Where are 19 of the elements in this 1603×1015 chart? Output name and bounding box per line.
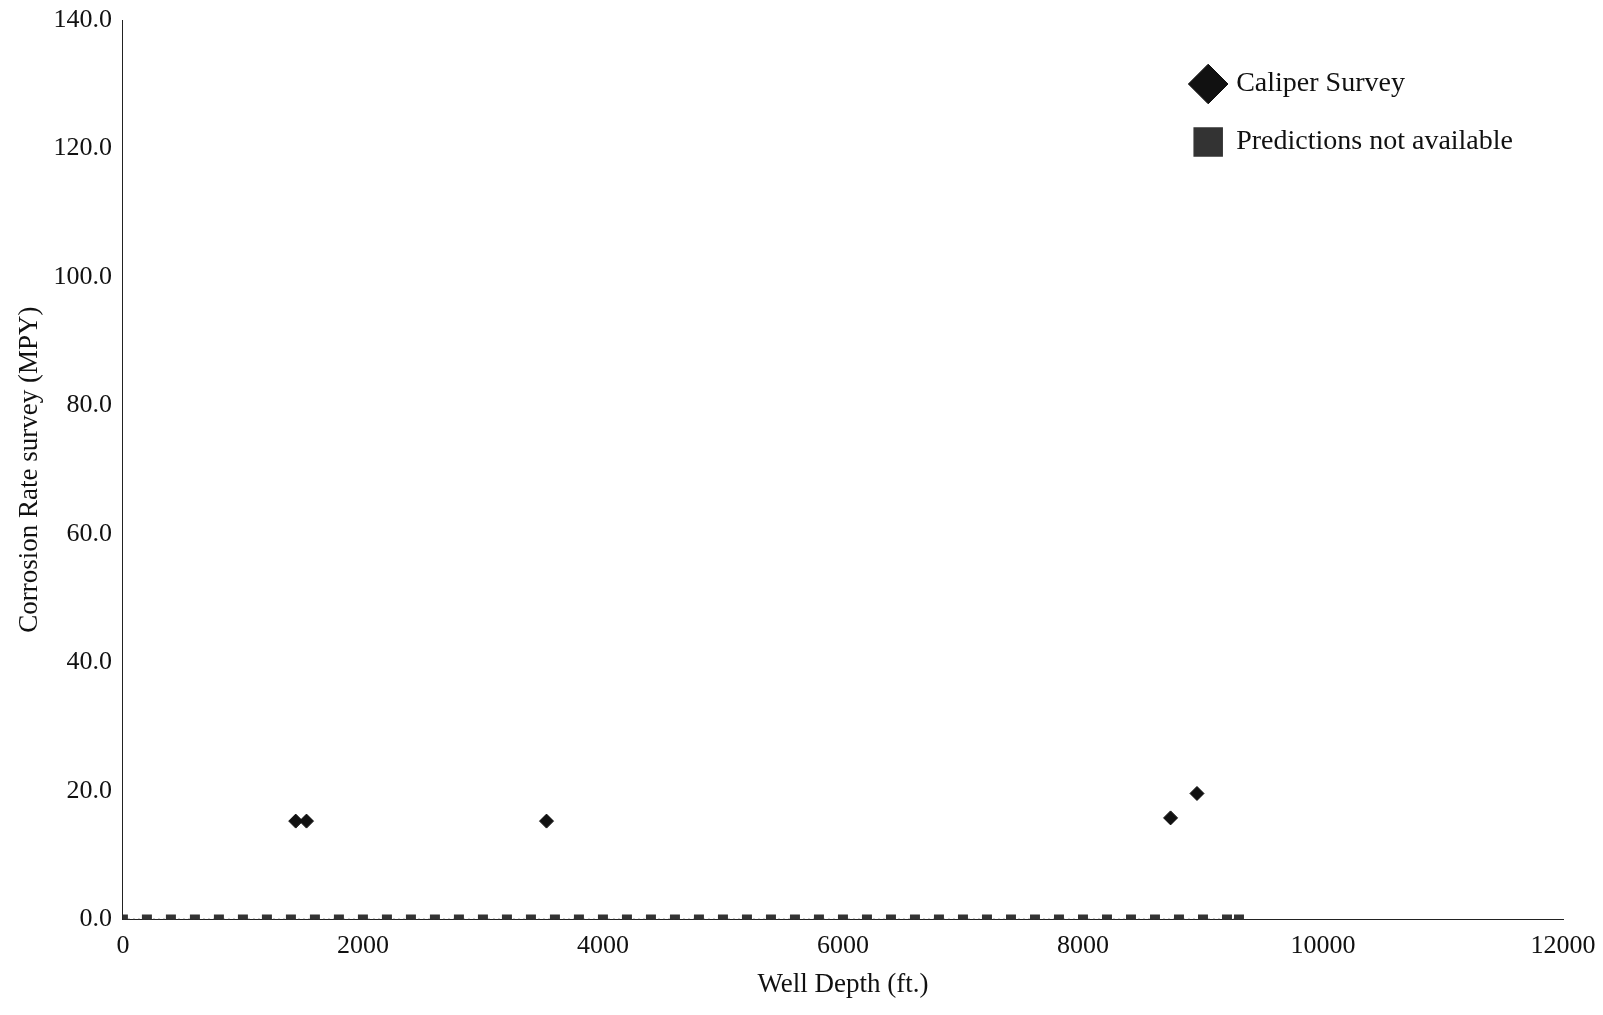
y-tick-label: 80.0 xyxy=(66,389,112,419)
y-tick-label: 0.0 xyxy=(79,903,112,933)
y-tick-label: 100.0 xyxy=(53,260,112,290)
x-axis-title: Well Depth (ft.) xyxy=(757,967,929,998)
x-tick-label: 0 xyxy=(116,929,130,959)
legend-label: Caliper Survey xyxy=(1236,66,1405,98)
y-tick-label: 140.0 xyxy=(53,3,112,33)
x-tick-label: 12000 xyxy=(1530,929,1596,959)
x-tick-label: 6000 xyxy=(816,929,869,959)
y-tick-label: 120.0 xyxy=(53,132,112,162)
x-tick-label: 4000 xyxy=(576,929,629,959)
y-tick-label: 40.0 xyxy=(66,646,112,676)
legend-label: Predictions not available xyxy=(1236,124,1514,156)
y-axis-title: Corrosion Rate survey (MPY) xyxy=(13,306,44,633)
x-tick-label: 8000 xyxy=(1056,929,1109,959)
y-tick-label: 60.0 xyxy=(66,517,112,547)
y-tick-label: 20.0 xyxy=(66,774,112,804)
x-tick-label: 10000 xyxy=(1290,929,1356,959)
x-tick-label: 2000 xyxy=(336,929,389,959)
